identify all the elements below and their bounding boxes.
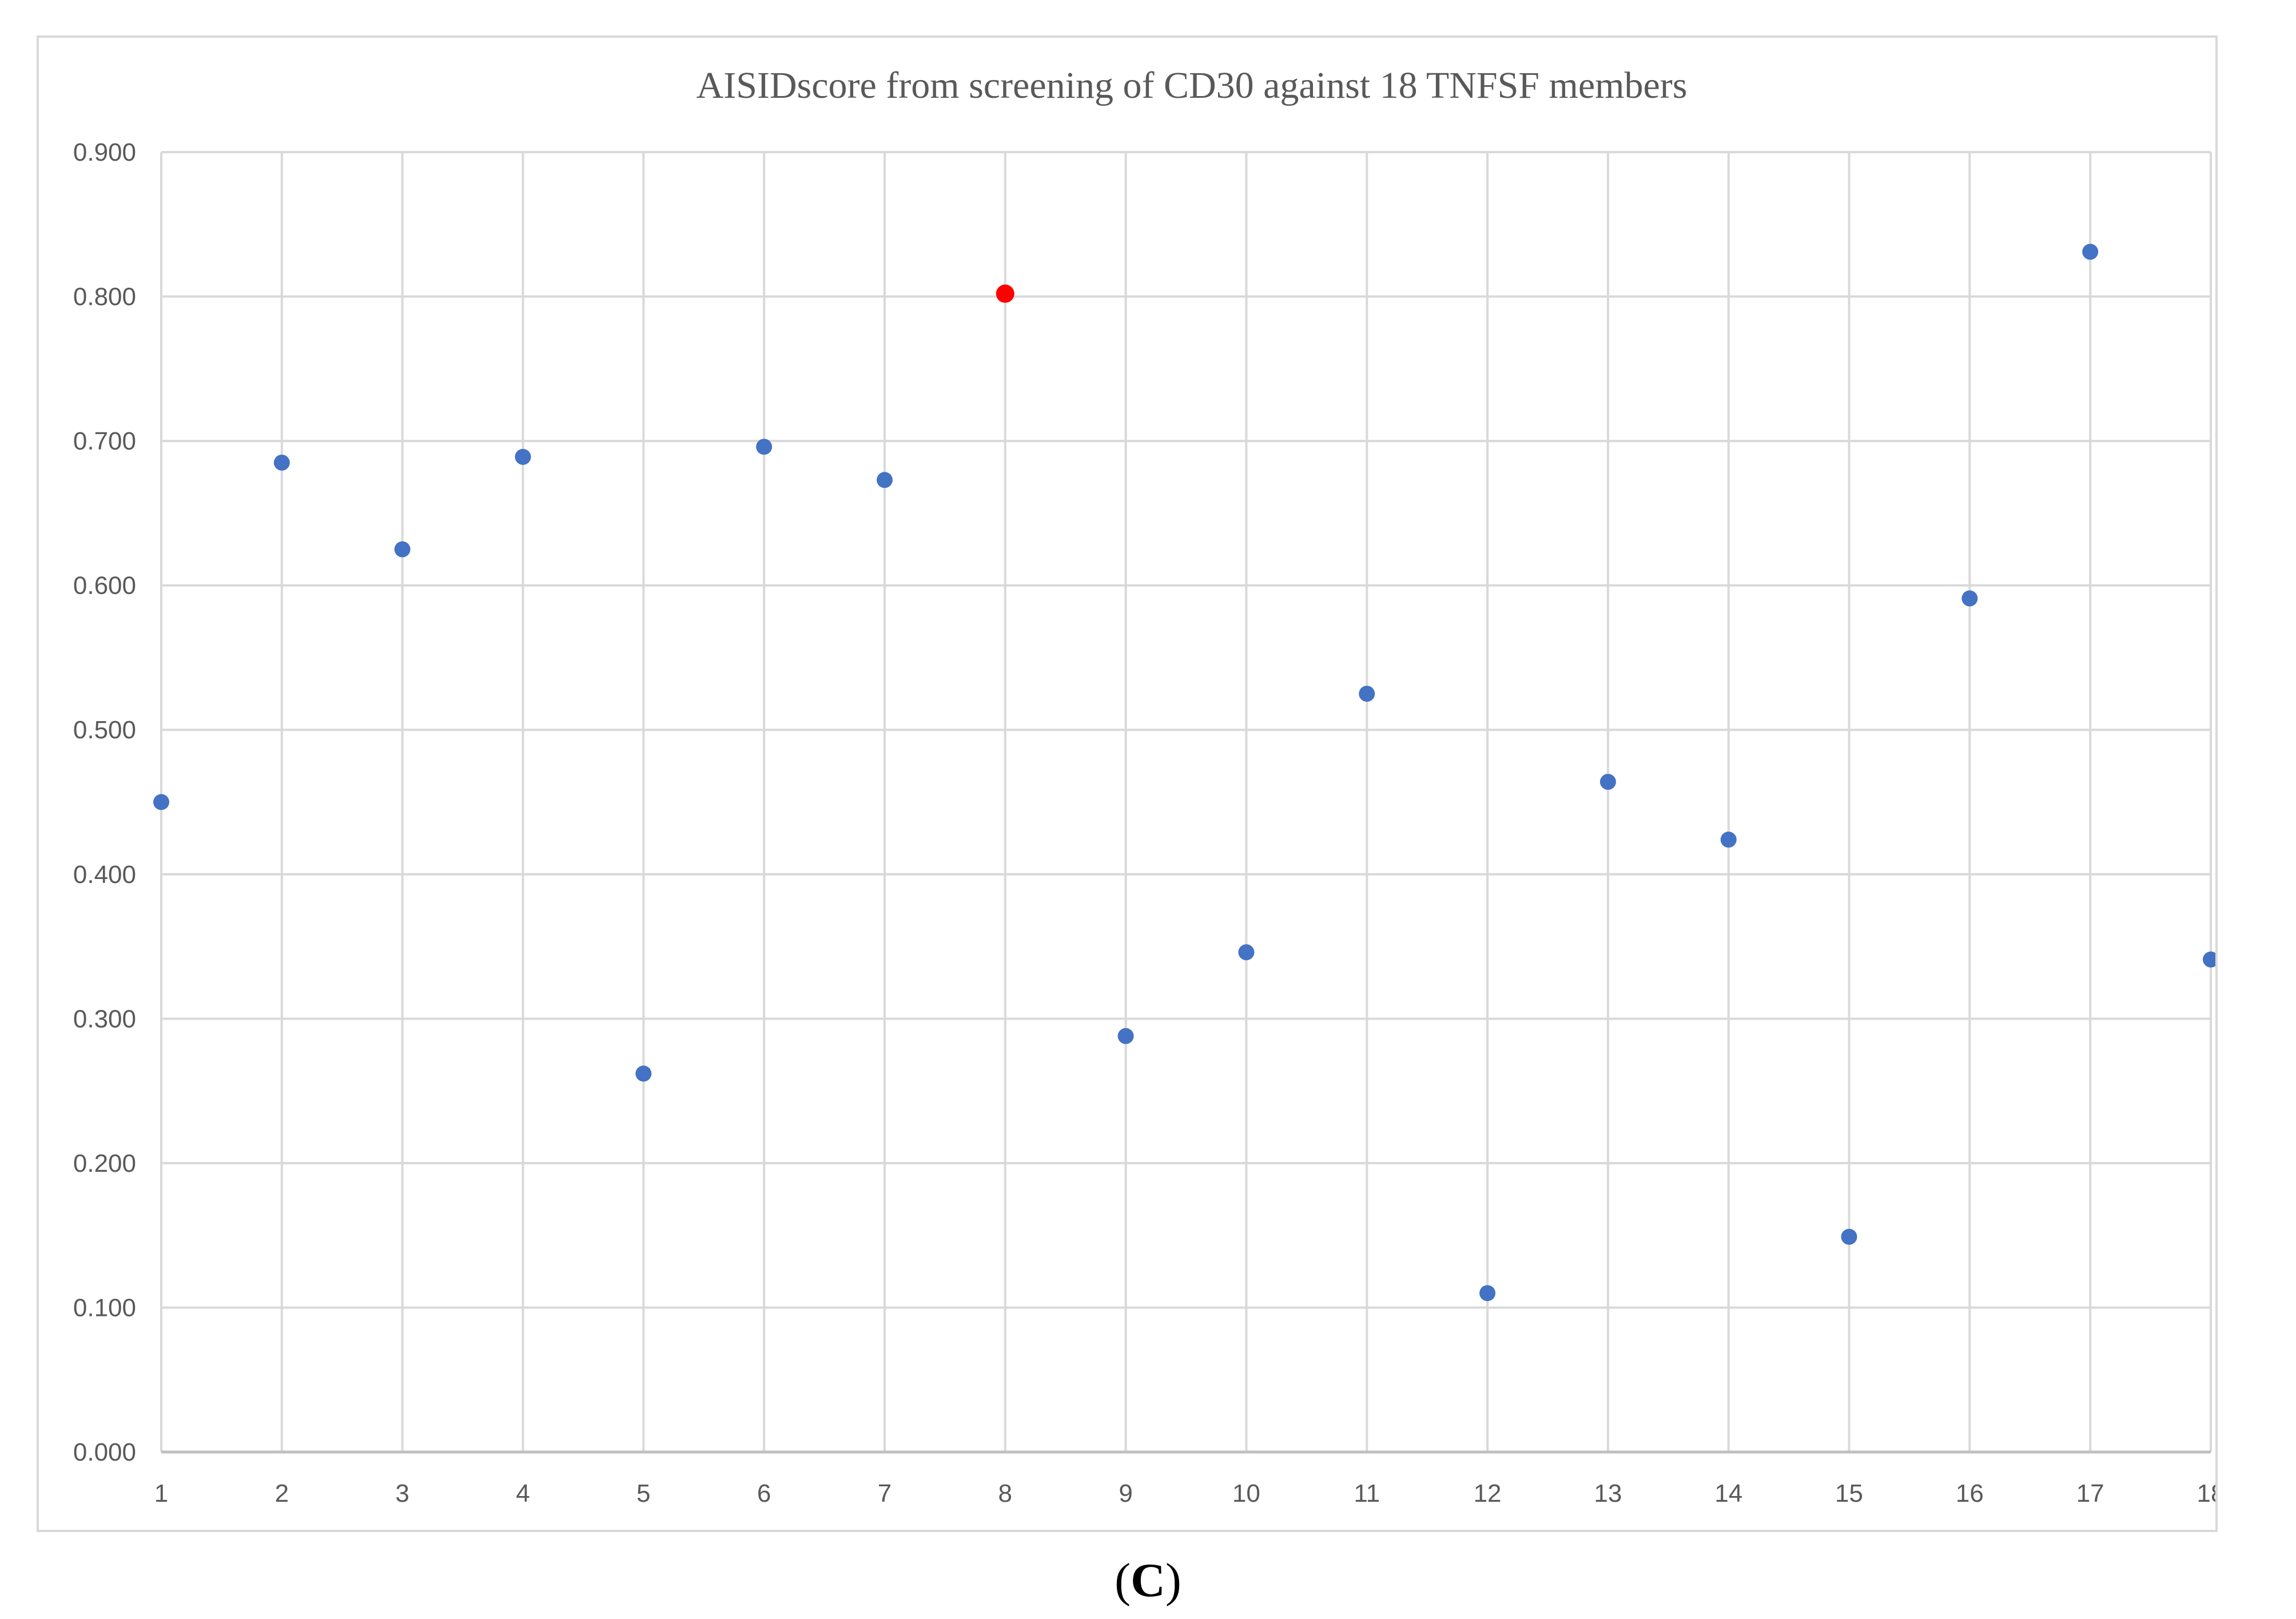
y-tick-label: 0.200 bbox=[73, 1149, 136, 1178]
x-tick-label: 1 bbox=[154, 1479, 168, 1507]
data-point bbox=[1841, 1228, 1857, 1245]
data-point bbox=[756, 439, 773, 455]
grid-layer bbox=[160, 151, 2212, 1452]
x-tick-labels: 123456789101112131415161718 bbox=[154, 1479, 2215, 1507]
figure-caption: (C) bbox=[0, 1553, 2296, 1608]
chart-title: AISIDscore from screening of CD30 agains… bbox=[697, 65, 1688, 106]
data-point bbox=[1359, 686, 1375, 702]
data-point bbox=[394, 541, 411, 558]
data-point bbox=[2203, 951, 2215, 968]
data-point bbox=[876, 472, 893, 488]
x-tick-label: 7 bbox=[878, 1479, 892, 1507]
caption-open: ( bbox=[1115, 1554, 1131, 1607]
x-tick-label: 12 bbox=[1474, 1479, 1502, 1507]
x-tick-label: 8 bbox=[998, 1479, 1012, 1507]
y-tick-label: 0.000 bbox=[73, 1438, 136, 1466]
y-tick-labels: 0.000 0.100 0.200 0.300 0.400 0.500 0.600 0.700… bbox=[73, 138, 136, 1466]
data-point bbox=[1599, 774, 1616, 790]
data-point bbox=[1238, 944, 1255, 961]
x-tick-label: 18 bbox=[2197, 1479, 2215, 1507]
x-tick-label: 14 bbox=[1714, 1479, 1742, 1507]
y-tick-label: 0.400 bbox=[73, 861, 136, 889]
y-tick-label: 0.100 bbox=[73, 1294, 136, 1322]
data-point bbox=[1117, 1028, 1134, 1044]
x-tick-label: 13 bbox=[1594, 1479, 1622, 1507]
caption-close: ) bbox=[1165, 1554, 1181, 1607]
x-tick-label: 6 bbox=[757, 1479, 771, 1507]
x-tick-label: 16 bbox=[1956, 1479, 1984, 1507]
x-tick-label: 2 bbox=[275, 1479, 289, 1507]
scatter-chart: AISIDscore from screening of CD30 agains… bbox=[73, 65, 2215, 1507]
chart-frame: AISIDscore from screening of CD30 agains… bbox=[37, 35, 2218, 1532]
data-point bbox=[2082, 244, 2099, 260]
data-point bbox=[273, 454, 290, 471]
x-tick-label: 10 bbox=[1232, 1479, 1260, 1507]
y-tick-label: 0.800 bbox=[73, 283, 136, 311]
data-point bbox=[515, 448, 531, 465]
x-tick-label: 11 bbox=[1354, 1479, 1380, 1507]
data-point bbox=[1479, 1285, 1496, 1302]
y-tick-label: 0.600 bbox=[73, 572, 136, 600]
x-tick-label: 15 bbox=[1835, 1479, 1863, 1507]
y-tick-label: 0.500 bbox=[73, 716, 136, 744]
x-tick-label: 4 bbox=[516, 1479, 530, 1507]
data-point bbox=[1961, 590, 1978, 607]
data-point bbox=[1720, 832, 1737, 848]
y-tick-label: 0.700 bbox=[73, 427, 136, 455]
y-tick-label: 0.900 bbox=[73, 138, 136, 166]
x-tick-label: 5 bbox=[636, 1479, 650, 1507]
y-tick-label: 0.300 bbox=[73, 1005, 136, 1033]
data-point bbox=[635, 1065, 652, 1082]
caption-letter: C bbox=[1131, 1554, 1165, 1607]
x-tick-label: 17 bbox=[2076, 1479, 2104, 1507]
data-point bbox=[153, 794, 169, 810]
highlighted-data-point bbox=[996, 284, 1014, 303]
x-tick-label: 9 bbox=[1119, 1479, 1132, 1507]
x-tick-label: 3 bbox=[395, 1479, 409, 1507]
data-points bbox=[153, 244, 2215, 1302]
